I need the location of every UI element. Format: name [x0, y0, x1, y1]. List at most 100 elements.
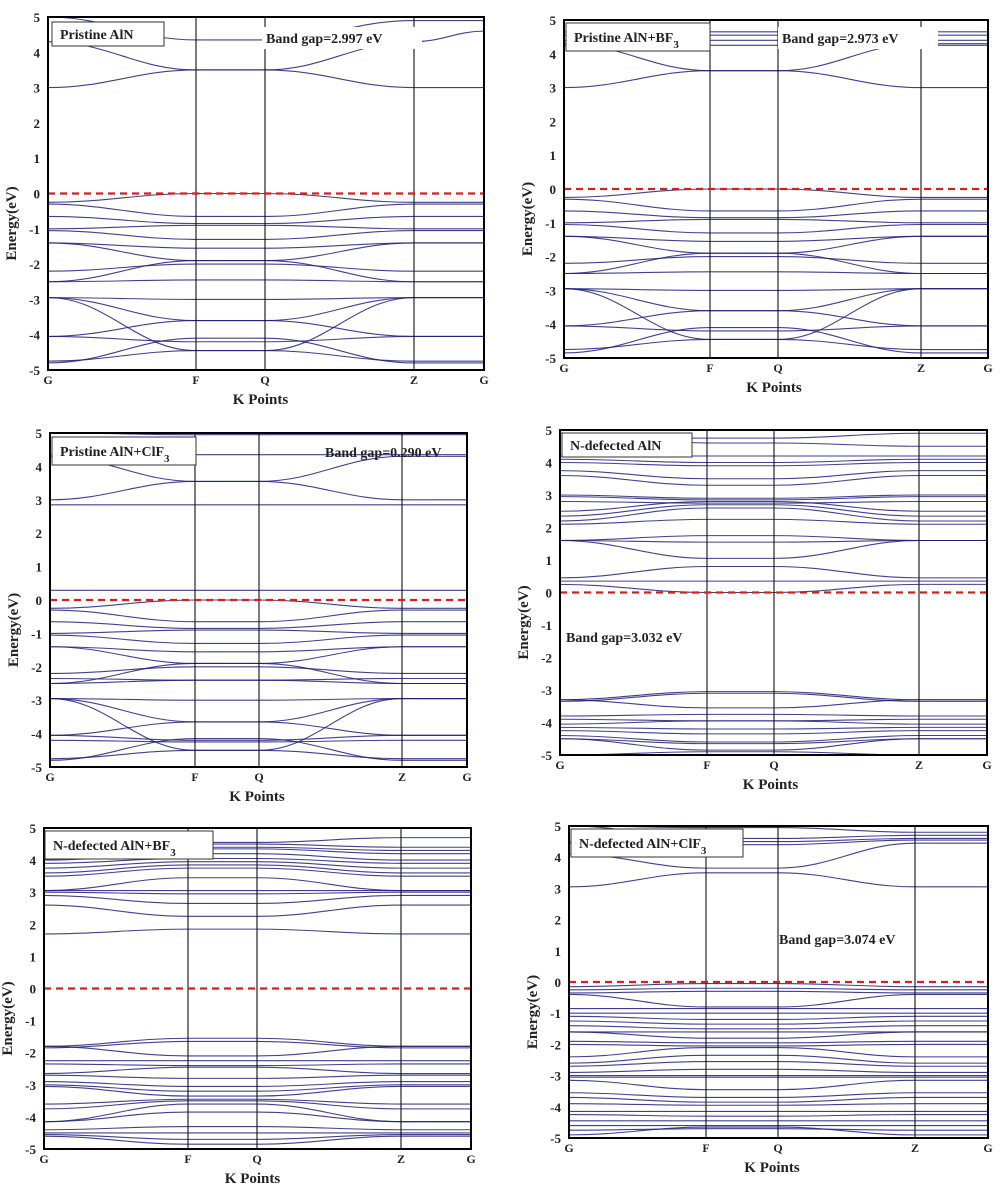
y-tick-label: -4: [545, 317, 556, 332]
y-tick-label: 0: [36, 593, 43, 608]
valence-band-6: [48, 242, 484, 249]
x-tick-label-Z: Z: [397, 1152, 405, 1166]
y-tick-label: -4: [541, 716, 552, 731]
valence-band-6: [564, 235, 988, 242]
y-tick-label: -3: [31, 693, 42, 708]
y-tick-label: 3: [546, 488, 553, 503]
y-tick-label: 0: [550, 182, 557, 197]
y-tick-label: 2: [36, 526, 43, 541]
x-tick-label-Z: Z: [398, 770, 406, 784]
annotation-background: [778, 27, 938, 49]
y-tick-label: 5: [550, 13, 557, 28]
valence-band-16: [48, 350, 484, 362]
valence-band-12: [564, 288, 988, 312]
bands-group: [48, 17, 484, 364]
valence-band-12: [48, 297, 484, 322]
panel-title-box: [565, 22, 711, 52]
valence-band-4: [48, 224, 484, 230]
y-tick-label: 0: [546, 586, 553, 601]
x-tick-label-G: G: [45, 770, 54, 784]
y-tick-label: 4: [546, 456, 553, 471]
valence-band-2: [48, 203, 484, 217]
x-axis-label: K Points: [225, 1171, 281, 1187]
plot-frame: [559, 429, 988, 756]
x-tick-label-Z: Z: [911, 1141, 919, 1155]
x-tick-label-G: G: [564, 1141, 573, 1155]
valence-band-13: [48, 320, 484, 338]
y-tick-label: 5: [36, 426, 43, 441]
x-tick-label-Z: Z: [410, 373, 418, 387]
y-tick-label: 4: [555, 850, 562, 865]
y-tick-label: -3: [545, 283, 556, 298]
y-tick-label: 3: [555, 881, 562, 896]
valence-band-4: [564, 218, 988, 224]
panel-title-box: [561, 432, 693, 458]
valence-band-8: [564, 256, 988, 264]
y-tick-label: 5: [546, 423, 553, 438]
y-tick-label: -4: [25, 1110, 36, 1125]
valence-band-1: [48, 192, 484, 203]
y-tick-label: 5: [30, 821, 37, 836]
y-tick-label: 0: [30, 982, 37, 997]
x-tick-label-F: F: [702, 1141, 709, 1155]
valence-band-14: [48, 335, 484, 343]
y-tick-label: -1: [541, 618, 552, 633]
y-tick-label: -5: [31, 760, 42, 775]
band-gap-annotation: Band gap=2.973 eV: [782, 32, 899, 47]
valence-band-15: [48, 297, 484, 352]
y-tick-label: -1: [25, 1014, 36, 1029]
valence-band-2: [564, 198, 988, 212]
y-tick-label: 1: [546, 553, 553, 568]
band-gap-annotation: Band gap=3.032 eV: [566, 631, 683, 646]
y-axis-label: Energy(eV): [0, 981, 16, 1055]
x-tick-label-G: G: [466, 1152, 475, 1166]
subscript: 3: [701, 845, 707, 857]
y-tick-label: 4: [30, 853, 37, 868]
y-tick-label: -2: [25, 1046, 36, 1061]
valence-band-13: [564, 310, 988, 327]
x-tick-label-G: G: [39, 1152, 48, 1166]
subscript: 3: [673, 39, 679, 51]
annotation-background: [262, 27, 422, 49]
bands-group: [564, 31, 988, 354]
y-tick-label: -1: [550, 1006, 561, 1021]
x-tick-label-Z: Z: [915, 758, 923, 772]
panel-title-box: [51, 21, 165, 47]
plot-frame: [47, 16, 485, 371]
valence-band-15: [564, 288, 988, 340]
valence-band-10: [48, 279, 484, 283]
panel-title: N-defected AlN: [570, 439, 661, 454]
y-tick-label: 1: [30, 949, 37, 964]
band-gap-annotation: Band gap=3.074 eV: [779, 933, 896, 948]
panel-title-box: [51, 436, 197, 466]
y-tick-label: -4: [550, 1100, 561, 1115]
valence-band-3: [48, 215, 484, 225]
y-tick-label: 2: [546, 521, 553, 536]
y-tick-label: -3: [29, 292, 40, 307]
y-tick-label: 0: [555, 975, 562, 990]
conduction-band-1: [48, 69, 484, 89]
x-tick-label-Q: Q: [260, 373, 269, 387]
y-tick-label: 2: [550, 114, 557, 129]
y-tick-label: -2: [550, 1037, 561, 1052]
y-tick-label: -5: [541, 748, 552, 763]
panel-title-box: [44, 830, 214, 860]
valence-band-10: [564, 271, 988, 275]
valence-band-16: [564, 338, 988, 351]
x-axis-label: K Points: [743, 777, 799, 793]
x-tick-label-F: F: [706, 361, 713, 375]
subscript: 3: [170, 847, 176, 859]
x-tick-label-Q: Q: [773, 361, 782, 375]
x-tick-label-G: G: [462, 770, 471, 784]
valence-band-3: [564, 210, 988, 219]
y-tick-label: -5: [29, 363, 40, 378]
y-tick-label: 3: [30, 885, 37, 900]
y-tick-label: 3: [34, 81, 41, 96]
valence-band-5: [564, 223, 988, 234]
y-tick-label: -1: [29, 222, 40, 237]
y-tick-label: -3: [25, 1078, 36, 1093]
y-axis-label: Energy(eV): [6, 593, 22, 667]
